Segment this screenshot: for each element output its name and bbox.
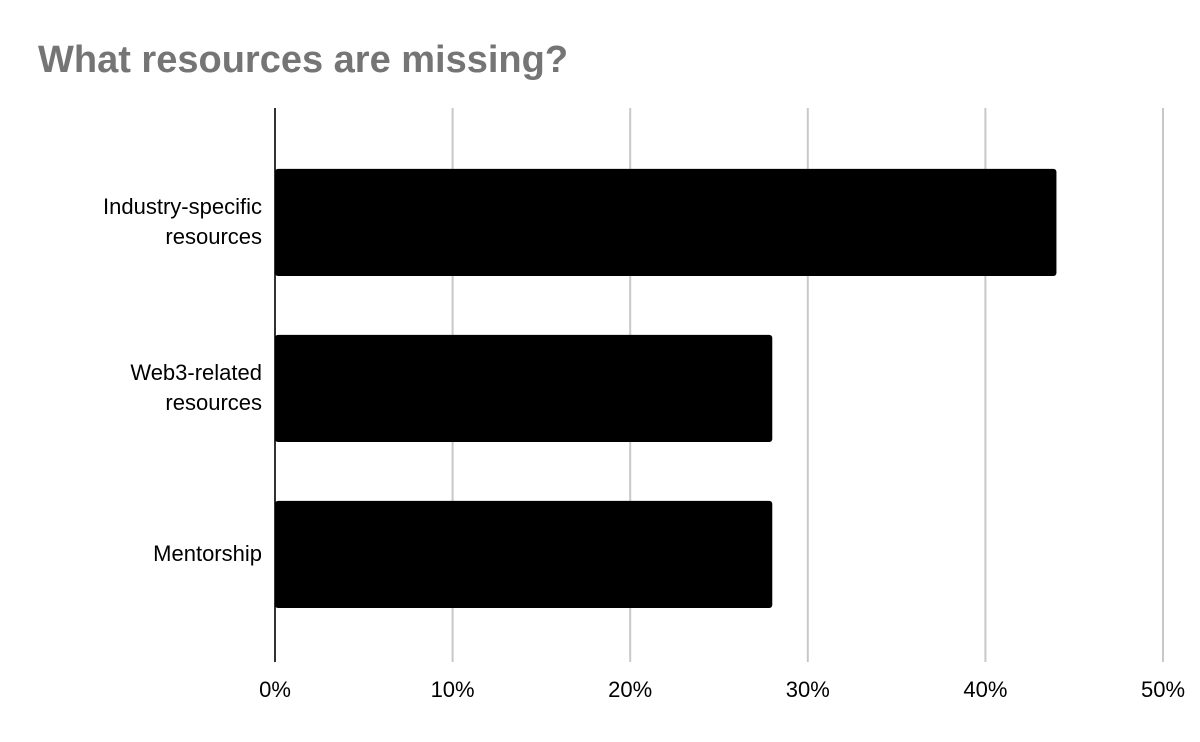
chart-title: What resources are missing? [38,39,568,81]
y-tick-label: Web3-related resources [130,360,262,415]
x-tick-label: 50% [1141,677,1185,702]
bar [275,168,1057,276]
x-tick-label: 40% [963,677,1007,702]
x-tick-label: 30% [786,677,830,702]
x-tick-label: 0% [259,677,291,702]
x-tick-label: 20% [608,677,652,702]
y-tick-label: Mentorship [153,541,262,566]
y-tick-label: Industry-specific resources [103,194,262,249]
x-tick-label: 10% [431,677,475,702]
bar [275,500,773,608]
bar [275,334,773,442]
